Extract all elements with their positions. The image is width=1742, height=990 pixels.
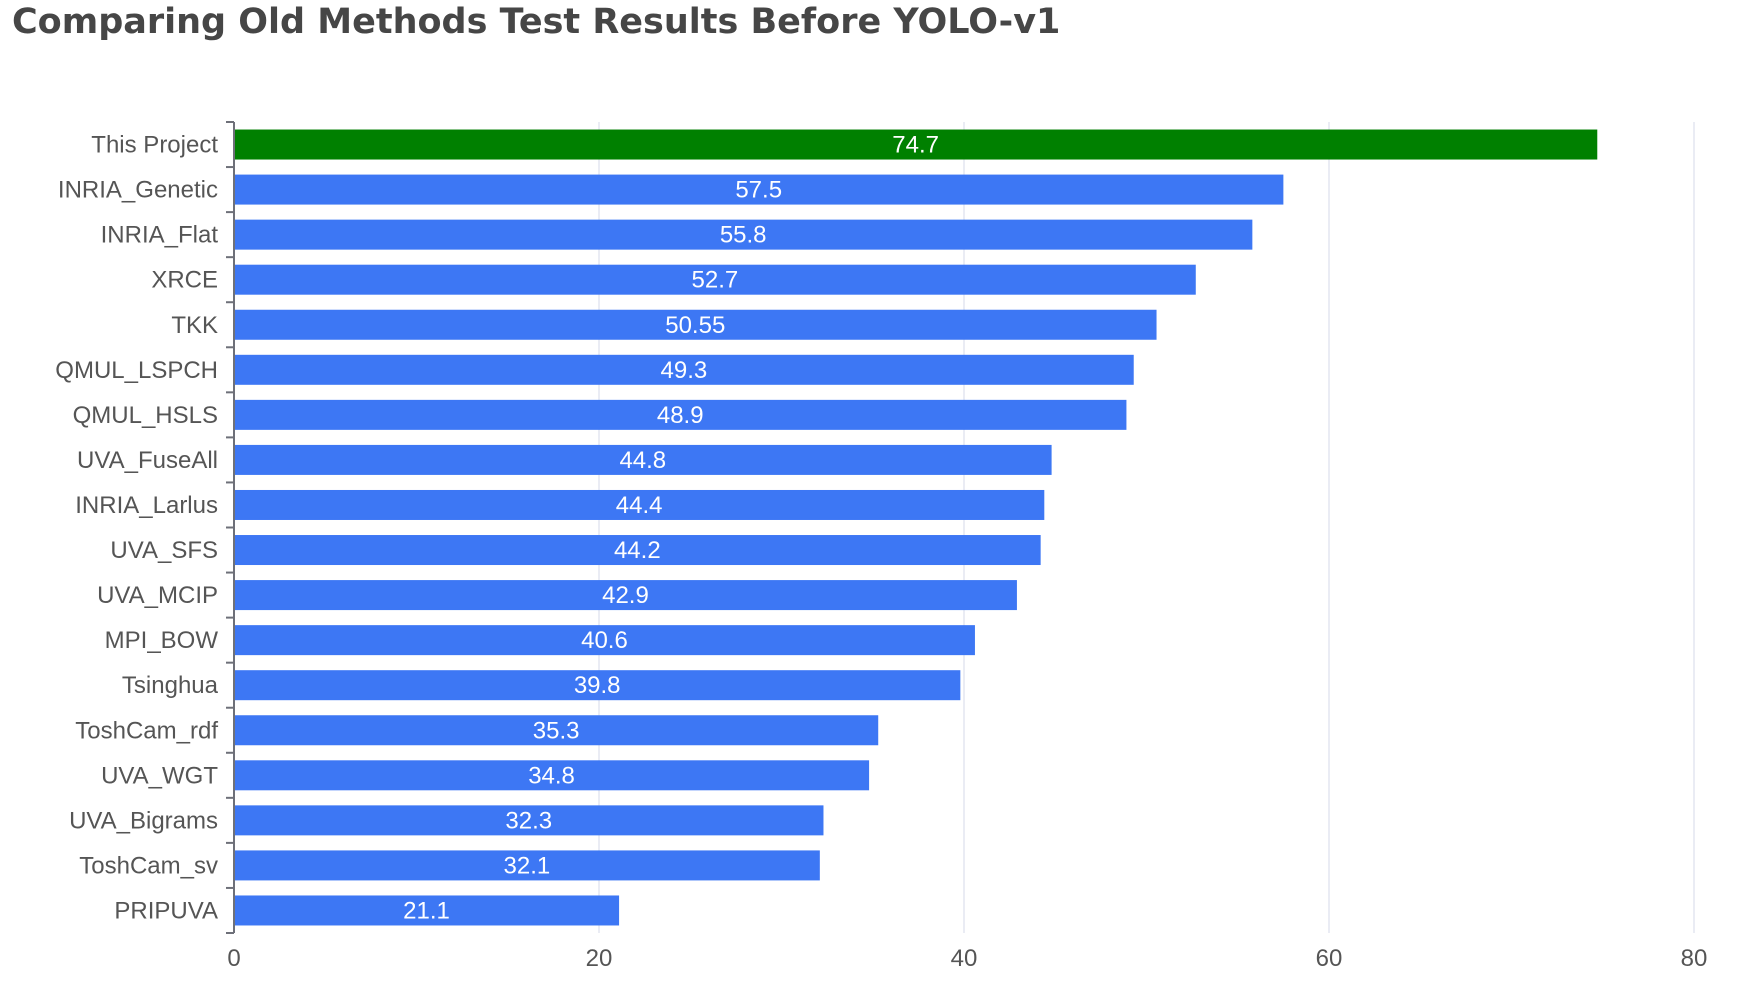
x-tick-label: 0 <box>227 945 240 972</box>
category-label: INRIA_Genetic <box>58 177 218 204</box>
category-label: ToshCam_sv <box>79 852 218 879</box>
bar-toshcam-rdf <box>235 715 879 746</box>
bar-inria-genetic <box>235 174 1284 205</box>
bar-tsinghua <box>235 670 961 701</box>
bar-qmul-hsls <box>235 399 1127 430</box>
bar-value-label: 44.8 <box>619 447 666 474</box>
bar-value-label: 35.3 <box>533 717 580 744</box>
x-tick-label: 80 <box>1681 945 1708 972</box>
bar-inria-flat <box>235 219 1253 250</box>
bar-value-label: 21.1 <box>403 897 450 924</box>
bar-value-label: 50.55 <box>665 312 725 339</box>
bar-uva-wgt <box>235 760 870 791</box>
bar-uva-mcip <box>235 580 1017 611</box>
category-label: INRIA_Flat <box>101 222 219 249</box>
bar-tkk <box>235 309 1157 340</box>
bar-value-label: 44.2 <box>614 537 661 564</box>
category-label: UVA_MCIP <box>97 582 218 609</box>
bar-this-project <box>235 129 1598 160</box>
bar-value-label: 42.9 <box>602 582 649 609</box>
bar-uva-fuseall <box>235 444 1052 475</box>
bar-qmul-lspch <box>235 354 1134 385</box>
labels: 0 20 40 60 80 74.7 This Project 57.5 INRIA_Genet… <box>55 132 1707 972</box>
category-label: UVA_WGT <box>101 762 218 789</box>
category-label: UVA_Bigrams <box>69 807 218 834</box>
bar-value-label: 55.8 <box>720 222 767 249</box>
bar-value-label: 44.4 <box>616 492 663 519</box>
category-label: INRIA_Larlus <box>75 492 218 519</box>
bar-value-label: 49.3 <box>661 357 708 384</box>
chart-title: Comparing Old Methods Test Results Befor… <box>12 2 1061 42</box>
x-tick-label: 20 <box>586 945 613 972</box>
bar-mpi-bow <box>235 625 975 656</box>
bar-value-label: 39.8 <box>574 672 621 699</box>
x-tick-label: 40 <box>951 945 978 972</box>
bar-value-label: 48.9 <box>657 402 704 429</box>
category-label: PRIPUVA <box>114 897 218 924</box>
category-label: XRCE <box>151 267 218 294</box>
category-label: UVA_SFS <box>110 537 218 564</box>
bar-toshcam-sv <box>235 850 820 881</box>
x-tick-label: 60 <box>1316 945 1343 972</box>
category-label: MPI_BOW <box>105 627 219 654</box>
bar-value-label: 32.3 <box>505 807 552 834</box>
bars <box>235 129 1598 926</box>
category-label: Tsinghua <box>122 672 219 699</box>
category-label: QMUL_HSLS <box>73 402 218 429</box>
bar-inria-larlus <box>235 489 1045 520</box>
bar-value-label: 52.7 <box>692 267 739 294</box>
bar-value-label: 74.7 <box>892 132 939 159</box>
category-label: ToshCam_rdf <box>75 717 218 744</box>
bar-value-label: 32.1 <box>504 852 551 879</box>
bar-xrce <box>235 264 1196 295</box>
category-label: QMUL_LSPCH <box>55 357 218 384</box>
bar-value-label: 40.6 <box>581 627 628 654</box>
bar-pripuva <box>235 895 620 926</box>
bar-value-label: 34.8 <box>528 762 575 789</box>
bar-uva-bigrams <box>235 805 824 836</box>
category-label: TKK <box>171 312 218 339</box>
category-label: This Project <box>91 132 218 159</box>
axes <box>226 121 235 934</box>
grid-lines <box>598 122 1695 933</box>
bar-value-label: 57.5 <box>735 177 782 204</box>
bar-uva-sfs <box>235 535 1041 566</box>
category-label: UVA_FuseAll <box>77 447 218 474</box>
